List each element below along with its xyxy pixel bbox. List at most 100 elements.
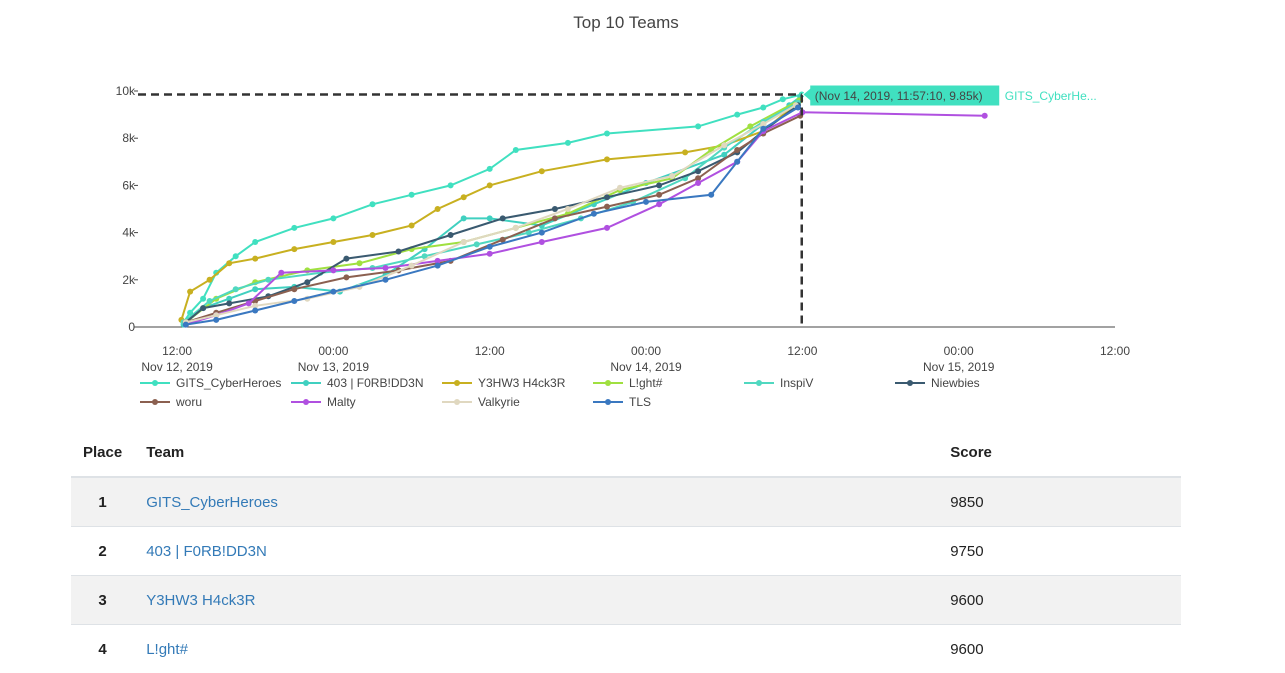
data-point[interactable] bbox=[291, 298, 297, 304]
data-point[interactable] bbox=[233, 253, 239, 259]
data-point[interactable] bbox=[183, 322, 189, 328]
data-point[interactable] bbox=[304, 279, 310, 285]
data-point[interactable] bbox=[539, 239, 545, 245]
data-point[interactable] bbox=[200, 296, 206, 302]
data-point[interactable] bbox=[682, 149, 688, 155]
legend-item-y3hw3-h4ck3r[interactable]: Y3HW3 H4ck3R bbox=[442, 376, 566, 390]
data-point[interactable] bbox=[278, 270, 284, 276]
data-point[interactable] bbox=[643, 199, 649, 205]
data-point[interactable] bbox=[461, 215, 467, 221]
data-point[interactable] bbox=[330, 239, 336, 245]
data-point[interactable] bbox=[982, 113, 988, 119]
legend-item-gits-cyberheroes[interactable]: GITS_CyberHeroes bbox=[140, 376, 281, 390]
legend-item-l-ght[interactable]: L!ght# bbox=[593, 376, 663, 390]
data-point[interactable] bbox=[461, 239, 467, 245]
series-line[interactable] bbox=[181, 100, 800, 320]
team-link[interactable]: 403 | F0RB!DD3N bbox=[146, 543, 267, 560]
data-point[interactable] bbox=[207, 277, 213, 283]
data-point[interactable] bbox=[695, 180, 701, 186]
legend-item-403-f0rb-dd3n[interactable]: 403 | F0RB!DD3N bbox=[291, 376, 424, 390]
data-point[interactable] bbox=[552, 215, 558, 221]
data-point[interactable] bbox=[565, 206, 571, 212]
data-point[interactable] bbox=[734, 159, 740, 165]
data-point[interactable] bbox=[760, 105, 766, 111]
legend-item-tls[interactable]: TLS bbox=[593, 395, 651, 409]
data-point[interactable] bbox=[226, 300, 232, 306]
data-point[interactable] bbox=[383, 265, 389, 271]
chart-series[interactable] bbox=[178, 92, 987, 328]
team-link[interactable]: GITS_CyberHeroes bbox=[146, 494, 278, 511]
data-point[interactable] bbox=[780, 96, 786, 102]
data-point[interactable] bbox=[591, 211, 597, 217]
data-point[interactable] bbox=[721, 142, 727, 148]
data-point[interactable] bbox=[330, 289, 336, 295]
data-point[interactable] bbox=[487, 166, 493, 172]
data-point[interactable] bbox=[343, 274, 349, 280]
series-malty[interactable] bbox=[183, 109, 988, 327]
data-point[interactable] bbox=[435, 263, 441, 269]
data-point[interactable] bbox=[461, 194, 467, 200]
legend-item-niewbies[interactable]: Niewbies bbox=[895, 376, 980, 390]
data-point[interactable] bbox=[233, 286, 239, 292]
data-point[interactable] bbox=[291, 225, 297, 231]
data-point[interactable] bbox=[734, 147, 740, 153]
data-point[interactable] bbox=[656, 192, 662, 198]
data-point[interactable] bbox=[252, 286, 258, 292]
data-point[interactable] bbox=[565, 140, 571, 146]
data-point[interactable] bbox=[370, 232, 376, 238]
data-point[interactable] bbox=[474, 241, 480, 247]
series-line[interactable] bbox=[186, 105, 796, 322]
data-point[interactable] bbox=[448, 232, 454, 238]
legend-item-malty[interactable]: Malty bbox=[291, 395, 356, 409]
data-point[interactable] bbox=[200, 305, 206, 311]
data-point[interactable] bbox=[226, 260, 232, 266]
series-niewbies[interactable] bbox=[183, 102, 801, 325]
data-point[interactable] bbox=[669, 173, 675, 179]
data-point[interactable] bbox=[604, 204, 610, 210]
data-point[interactable] bbox=[539, 230, 545, 236]
data-point[interactable] bbox=[487, 215, 493, 221]
legend-item-inspiv[interactable]: InspiV bbox=[744, 376, 813, 390]
data-point[interactable] bbox=[487, 251, 493, 257]
series-line[interactable] bbox=[184, 103, 798, 322]
data-point[interactable] bbox=[435, 206, 441, 212]
team-link[interactable]: L!ght# bbox=[146, 641, 188, 658]
data-point[interactable] bbox=[734, 112, 740, 118]
data-point[interactable] bbox=[252, 239, 258, 245]
data-point[interactable] bbox=[396, 249, 402, 255]
data-point[interactable] bbox=[552, 206, 558, 212]
series-gits-cyberheroes[interactable] bbox=[181, 92, 805, 326]
legend-item-valkyrie[interactable]: Valkyrie bbox=[442, 395, 520, 409]
data-point[interactable] bbox=[656, 182, 662, 188]
data-point[interactable] bbox=[330, 267, 336, 273]
data-point[interactable] bbox=[795, 105, 801, 111]
series-line[interactable] bbox=[186, 100, 799, 322]
series-line[interactable] bbox=[184, 97, 801, 325]
series-inspiv[interactable] bbox=[181, 100, 801, 325]
data-point[interactable] bbox=[604, 131, 610, 137]
data-point[interactable] bbox=[252, 308, 258, 314]
data-point[interactable] bbox=[656, 201, 662, 207]
data-point[interactable] bbox=[604, 194, 610, 200]
data-point[interactable] bbox=[500, 215, 506, 221]
data-point[interactable] bbox=[617, 185, 623, 191]
data-point[interactable] bbox=[487, 244, 493, 250]
data-point[interactable] bbox=[409, 223, 415, 229]
data-point[interactable] bbox=[695, 168, 701, 174]
data-point[interactable] bbox=[409, 192, 415, 198]
data-point[interactable] bbox=[370, 201, 376, 207]
data-point[interactable] bbox=[383, 277, 389, 283]
data-point[interactable] bbox=[291, 286, 297, 292]
series-line[interactable] bbox=[186, 112, 985, 324]
data-point[interactable] bbox=[695, 123, 701, 129]
data-point[interactable] bbox=[343, 256, 349, 262]
legend-item-woru[interactable]: woru bbox=[140, 395, 202, 409]
series-line[interactable] bbox=[186, 105, 798, 322]
data-point[interactable] bbox=[409, 263, 415, 269]
data-point[interactable] bbox=[213, 317, 219, 323]
data-point[interactable] bbox=[357, 260, 363, 266]
data-point[interactable] bbox=[760, 126, 766, 132]
series-valkyrie[interactable] bbox=[183, 102, 799, 325]
chart-legend[interactable]: GITS_CyberHeroes 403 | F0RB!DD3N Y3HW3 H4c… bbox=[140, 376, 980, 409]
